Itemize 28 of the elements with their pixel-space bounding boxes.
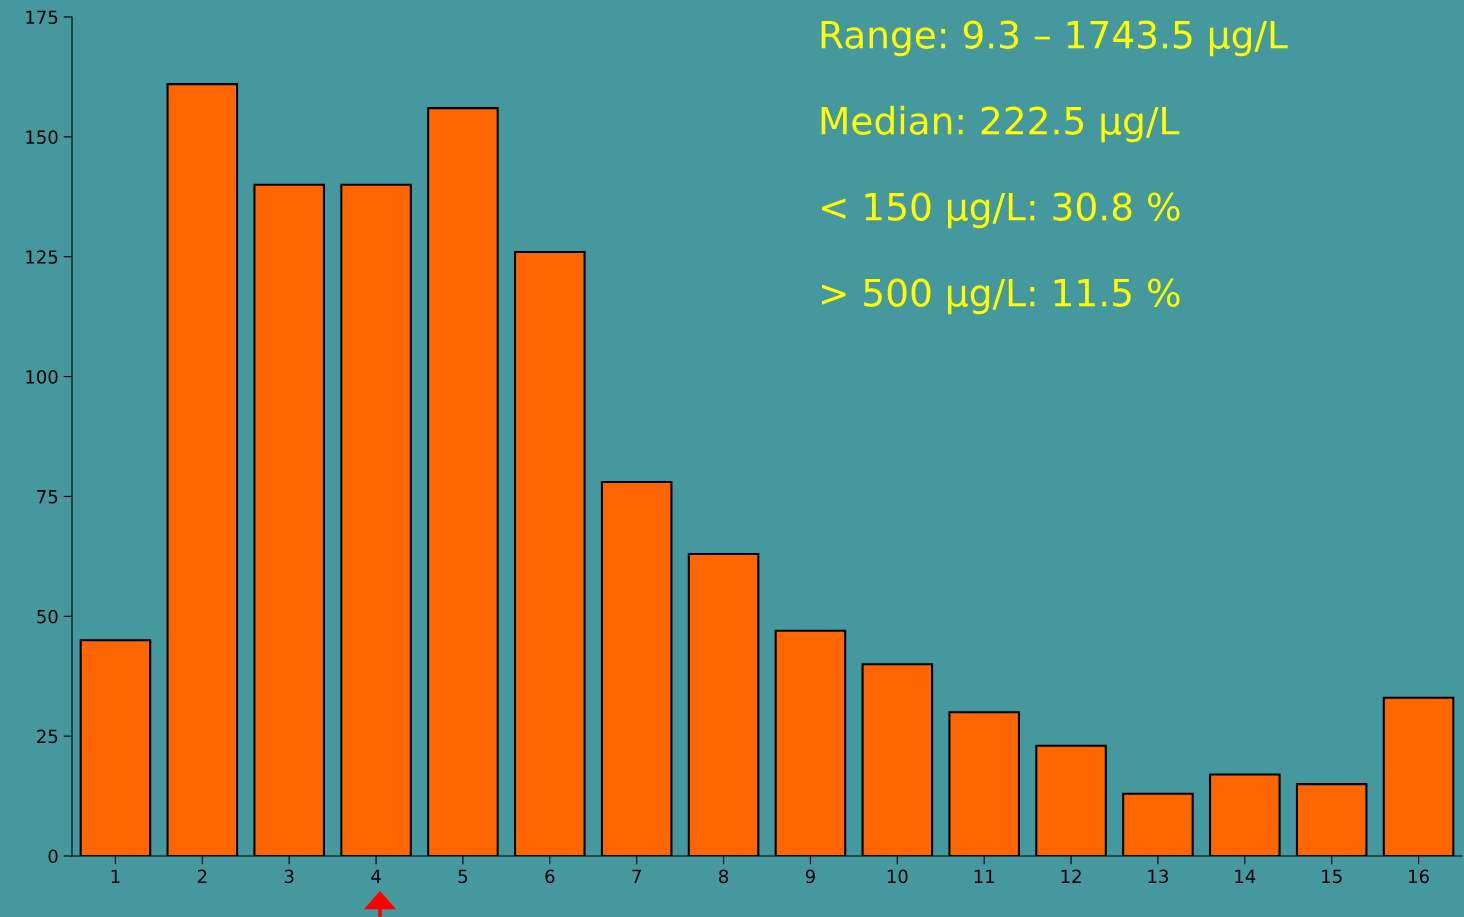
x-tick-label: 6 [545, 869, 555, 884]
y-tick-label: 175 [26, 10, 58, 25]
y-tick-label: 150 [26, 130, 58, 144]
x-tick-label: 14 [1235, 869, 1256, 883]
x-tick-label: 3 [284, 869, 294, 884]
y-tick-label: 25 [37, 729, 58, 744]
y-tick-label: 75 [37, 490, 58, 504]
x-tick-label: 11 [974, 869, 995, 883]
annotation: Median: 222.5 µg/L [821, 105, 1180, 143]
x-tick-label: 10 [887, 869, 908, 884]
x-tick-label: 1 [111, 869, 120, 883]
annotation: > 500 µg/L: 11.5 % [821, 278, 1180, 315]
x-tick-label: 2 [197, 869, 207, 883]
x-tick-label: 12 [1061, 869, 1081, 883]
x-tick-label: 15 [1322, 869, 1342, 884]
x-tick-label: 16 [1409, 869, 1429, 884]
x-tick-label: 13 [1148, 869, 1168, 884]
annotation: < 150 µg/L: 30.8 % [821, 192, 1180, 229]
y-tick-label: 50 [37, 609, 58, 624]
x-tick-label: 7 [632, 869, 641, 883]
x-tick-label: 4 [371, 869, 381, 883]
y-tick-label: 100 [26, 370, 58, 384]
y-tick-label: 125 [26, 250, 58, 264]
x-tick-label: 5 [458, 869, 468, 884]
annotation: Range: 9.3 – 1743.5 µg/L [821, 20, 1288, 57]
y-tick-label: 0 [48, 849, 58, 864]
x-tick-label: 8 [719, 869, 729, 884]
x-tick-label: 9 [805, 869, 815, 884]
